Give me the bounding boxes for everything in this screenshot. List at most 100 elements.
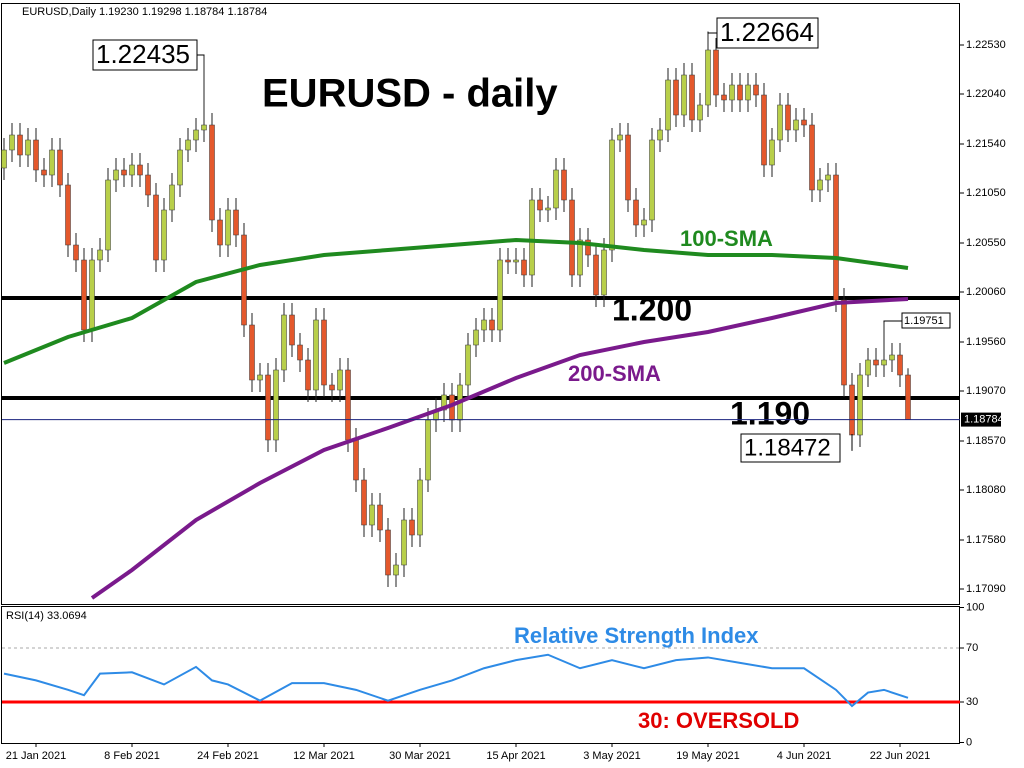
candle-body xyxy=(553,169,559,209)
candle-body xyxy=(409,519,415,536)
candle-body xyxy=(281,314,287,371)
candle-body xyxy=(577,239,583,276)
candle-body xyxy=(873,359,879,366)
candle-body xyxy=(345,369,351,441)
x-tick-label: 15 Apr 2021 xyxy=(486,750,545,762)
y-tick-label: 1.18080 xyxy=(966,484,1006,496)
candle-body xyxy=(593,254,599,296)
candle-body xyxy=(337,369,343,391)
y-tick-label: 1.19560 xyxy=(966,336,1006,348)
candle-body xyxy=(497,259,503,331)
candle-body xyxy=(153,194,159,261)
sma-line xyxy=(90,297,909,600)
candle-body xyxy=(833,174,839,301)
rsi-frame xyxy=(1,606,960,744)
level-label: 1.200 xyxy=(612,291,692,327)
candle-body xyxy=(201,124,207,131)
candle-body xyxy=(881,359,887,366)
callout-label: 1.19751 xyxy=(904,315,944,327)
candle-body xyxy=(817,179,823,191)
candle-body xyxy=(721,94,727,101)
candle-body xyxy=(681,74,687,116)
candle-body xyxy=(73,244,79,261)
x-tick-label: 4 Jun 2021 xyxy=(777,750,831,762)
candle-body xyxy=(705,49,711,106)
candle-body xyxy=(473,329,479,346)
y-tick-label: 1.19070 xyxy=(966,385,1006,397)
x-tick-label: 3 May 2021 xyxy=(583,750,640,762)
candle-body xyxy=(417,479,423,536)
candle-body xyxy=(89,259,95,331)
callout-box xyxy=(716,17,819,49)
chart-title: EURUSD - daily xyxy=(262,72,558,116)
candle-body xyxy=(353,439,359,481)
candle-body xyxy=(297,344,303,361)
candle-body xyxy=(569,199,575,276)
candle-body xyxy=(481,319,487,331)
candle-body xyxy=(649,139,655,221)
candle-body xyxy=(505,259,511,263)
rsi-name: Relative Strength Index xyxy=(514,623,759,648)
y-tick-label: 1.18570 xyxy=(966,435,1006,447)
candle-body xyxy=(25,139,31,156)
oversold-label: 30: OVERSOLD xyxy=(638,708,799,733)
candle-body xyxy=(729,84,735,101)
candle-body xyxy=(313,319,319,391)
x-tick-label: 19 May 2021 xyxy=(676,750,740,762)
candle-body xyxy=(561,169,567,201)
candle-body xyxy=(737,84,743,101)
candle-body xyxy=(265,374,271,441)
y-tick-label: 0 xyxy=(966,736,972,748)
candle-body xyxy=(121,169,127,176)
candle-body xyxy=(641,219,647,226)
candle-body xyxy=(841,299,847,386)
candle-body xyxy=(233,209,239,236)
callout-box xyxy=(92,39,198,71)
candle-body xyxy=(625,134,631,201)
candle-body xyxy=(305,359,311,391)
x-tick-label: 21 Jan 2021 xyxy=(6,750,67,762)
candle-body xyxy=(617,134,623,141)
candle-body xyxy=(777,104,783,141)
x-tick-label: 12 Mar 2021 xyxy=(293,750,355,762)
candle-body xyxy=(761,94,767,166)
candle-body xyxy=(137,164,143,176)
candle-body xyxy=(889,354,895,361)
candle-body xyxy=(289,314,295,346)
candle-body xyxy=(745,84,751,101)
candle-body xyxy=(185,139,191,151)
candle-body xyxy=(361,479,367,526)
candle-body xyxy=(537,199,543,211)
candle-body xyxy=(521,259,527,276)
last-price-label: 1.18784 xyxy=(964,414,1004,426)
sma-label: 200-SMA xyxy=(568,361,661,386)
candle-body xyxy=(425,419,431,481)
candle-body xyxy=(49,149,55,176)
candle-body xyxy=(465,344,471,386)
callout-label: 1.22435 xyxy=(96,39,190,69)
candle-body xyxy=(97,249,103,261)
x-tick-label: 30 Mar 2021 xyxy=(389,750,451,762)
candle-body xyxy=(673,79,679,116)
y-tick-label: 30 xyxy=(966,696,978,708)
candle-body xyxy=(513,259,519,263)
level-label: 1.190 xyxy=(730,395,810,431)
y-tick-label: 100 xyxy=(966,601,984,613)
candle-body xyxy=(209,124,215,221)
candle-body xyxy=(169,184,175,211)
candle-body xyxy=(249,324,255,381)
last-price-tag xyxy=(961,412,1001,427)
candle-body xyxy=(825,174,831,181)
candle-body xyxy=(529,199,535,276)
candle-body xyxy=(601,249,607,296)
y-tick-label: 1.22040 xyxy=(966,88,1006,100)
y-tick-label: 70 xyxy=(966,642,978,654)
candle-body xyxy=(713,49,719,96)
chart-header: EURUSD,Daily 1.19230 1.19298 1.18784 1.1… xyxy=(22,6,267,18)
candle-body xyxy=(41,169,47,176)
candle-body xyxy=(129,164,135,176)
candle-body xyxy=(905,374,911,420)
candle-body xyxy=(369,504,375,526)
